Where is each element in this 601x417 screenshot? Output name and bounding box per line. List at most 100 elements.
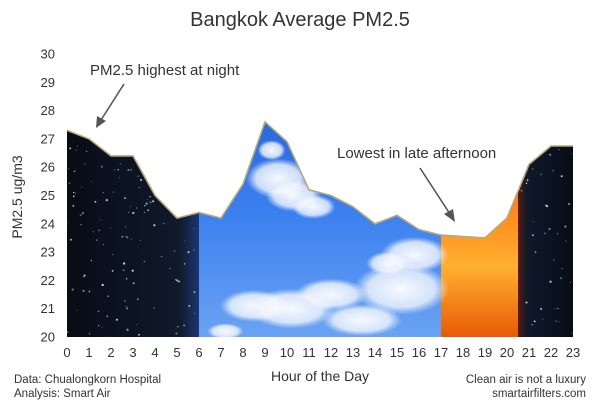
star: [124, 300, 126, 302]
star: [567, 202, 571, 206]
star: [175, 332, 178, 335]
star: [125, 226, 126, 228]
star: [175, 278, 177, 281]
x-tick-label: 13: [346, 345, 360, 360]
star: [154, 178, 158, 182]
star: [532, 221, 534, 223]
star: [187, 251, 190, 254]
cloud: [366, 251, 411, 276]
star: [525, 301, 528, 304]
star: [114, 169, 116, 171]
star: [534, 251, 537, 253]
star: [79, 214, 82, 217]
star: [540, 173, 543, 176]
star: [531, 168, 534, 170]
star: [68, 182, 71, 184]
star: [540, 308, 543, 310]
star: [137, 175, 139, 177]
star: [127, 148, 129, 150]
star: [554, 308, 556, 310]
star: [148, 132, 151, 135]
star: [88, 114, 90, 116]
star: [145, 202, 148, 205]
clouds: [207, 140, 450, 338]
star: [88, 290, 91, 293]
star: [69, 238, 72, 241]
star: [122, 262, 126, 265]
y-tick-label: 30: [41, 47, 55, 62]
analysis-credit: Analysis: Smart Air: [14, 388, 111, 400]
star: [177, 325, 179, 328]
pm25-series-line: [66, 120, 573, 239]
star: [125, 236, 126, 237]
tagline: Clean air is not a luxury: [466, 374, 586, 386]
star: [140, 178, 143, 181]
annotation-afternoon: Lowest in late afternoon: [337, 145, 496, 162]
star: [175, 153, 178, 155]
data-source: Data: Chualongkorn Hospital: [14, 374, 161, 386]
star: [131, 124, 133, 127]
star: [130, 169, 132, 171]
star: [127, 168, 130, 172]
y-tick-label: 27: [41, 131, 55, 146]
star: [105, 336, 107, 338]
star: [84, 116, 86, 118]
y-tick-label: 21: [41, 301, 55, 316]
star: [75, 149, 77, 151]
website: smartairfilters.com: [492, 388, 586, 400]
star: [116, 133, 119, 136]
star: [125, 305, 128, 308]
star: [101, 326, 103, 328]
star: [193, 290, 196, 294]
area-fill: [67, 114, 573, 338]
x-tick-label: 9: [261, 345, 268, 360]
star: [106, 315, 109, 318]
star: [544, 232, 547, 235]
star: [173, 250, 176, 252]
star: [183, 263, 186, 265]
star: [110, 136, 113, 139]
star: [163, 223, 165, 225]
star: [77, 145, 79, 147]
star: [183, 190, 185, 192]
y-tick-label: 29: [41, 75, 55, 90]
star: [160, 255, 163, 258]
y-tick-label: 28: [41, 103, 55, 118]
star: [541, 138, 544, 141]
star: [73, 170, 76, 173]
star: [96, 239, 98, 241]
x-tick-label: 21: [522, 345, 536, 360]
star: [153, 147, 155, 150]
star: [558, 321, 560, 323]
star: [152, 200, 155, 203]
star: [180, 205, 183, 208]
star: [140, 119, 141, 120]
star: [162, 184, 164, 186]
star: [129, 206, 131, 207]
star: [153, 224, 156, 227]
star: [119, 176, 120, 178]
star: [67, 221, 68, 224]
annotation-night: PM2.5 highest at night: [90, 62, 240, 79]
cloud: [295, 278, 367, 311]
x-tick-label: 12: [324, 345, 338, 360]
star: [144, 145, 147, 147]
star: [153, 115, 154, 116]
star: [548, 227, 551, 231]
star: [154, 148, 157, 151]
star: [552, 170, 554, 172]
star: [92, 231, 95, 233]
star: [525, 182, 528, 185]
y-tick-label: 26: [41, 160, 55, 175]
star: [102, 191, 105, 194]
star: [80, 223, 82, 226]
star: [81, 211, 85, 215]
star: [176, 279, 179, 282]
star: [98, 325, 100, 327]
star: [131, 269, 134, 272]
star: [88, 333, 91, 335]
star: [149, 145, 152, 148]
star: [117, 169, 119, 171]
star: [565, 240, 567, 242]
star: [561, 267, 563, 269]
